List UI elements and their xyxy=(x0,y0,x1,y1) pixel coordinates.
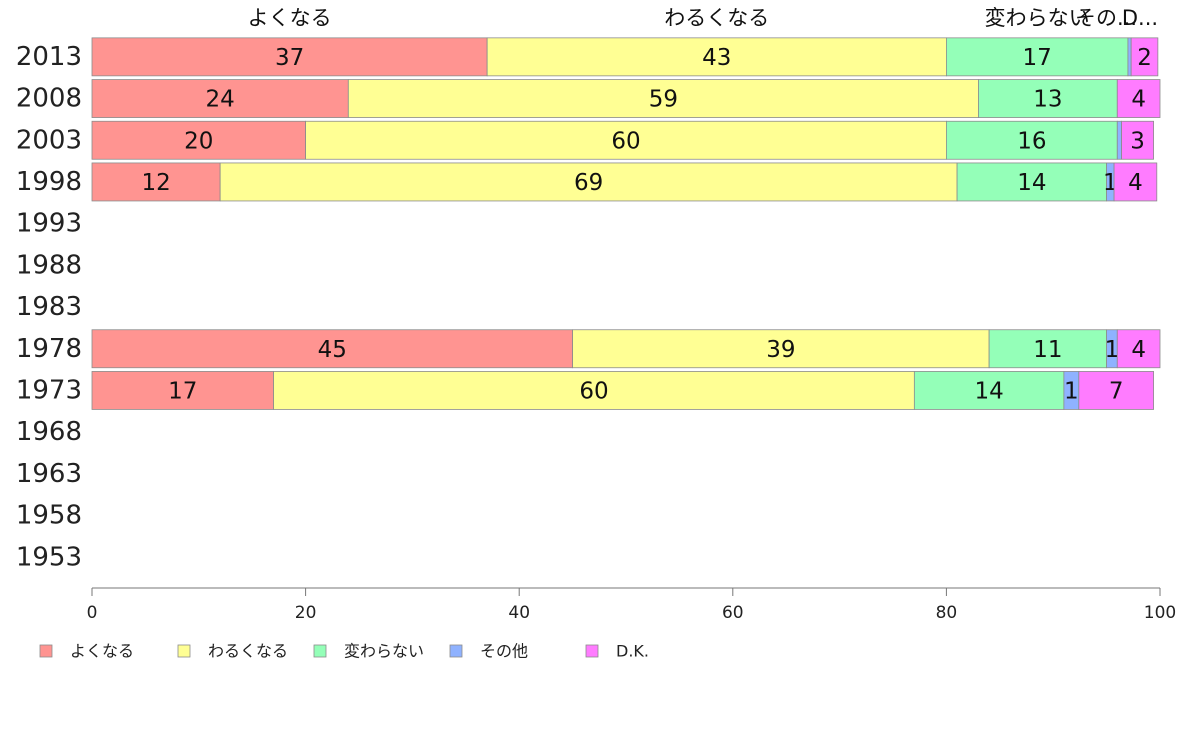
column-header-unchanged: 変わらない xyxy=(985,6,1090,30)
legend-swatch-dk xyxy=(585,644,599,658)
bar-1973-improve xyxy=(91,371,274,410)
column-header-improve: よくなる xyxy=(248,6,332,30)
value-label-2008-unchanged: 13 xyxy=(1033,87,1062,113)
value-label-1978-worsen: 39 xyxy=(766,337,795,363)
bar-1978-dk xyxy=(1116,329,1161,369)
year-label-1993: 1993 xyxy=(16,209,82,239)
value-label-2003-worsen: 60 xyxy=(611,128,640,154)
year-label-1963: 1963 xyxy=(16,459,82,489)
bar-2013-worsen xyxy=(486,37,947,77)
bar-1998-worsen xyxy=(219,162,958,202)
value-label-2008-worsen: 59 xyxy=(649,87,678,113)
bar-2008-worsen xyxy=(347,79,979,118)
bar-2008-dk xyxy=(1116,79,1161,118)
value-label-1973-improve: 17 xyxy=(168,378,197,404)
year-label-1983: 1983 xyxy=(16,292,82,322)
bar-2003-unchanged xyxy=(946,120,1118,160)
bar-1973-dk xyxy=(1078,371,1154,410)
value-label-2013-unchanged: 17 xyxy=(1023,45,1052,71)
x-tick-label-20: 20 xyxy=(295,603,317,623)
x-axis: 0 20 40 60 80 100 xyxy=(87,587,1176,623)
year-label-1953: 1953 xyxy=(16,542,82,572)
column-headers: よくなる わるくなる 変わらないその...D... xyxy=(248,6,1159,30)
year-label-1988: 1988 xyxy=(16,250,82,280)
x-tick-label-100: 100 xyxy=(1144,603,1176,623)
legend-swatch-unchanged xyxy=(313,644,327,658)
year-label-1968: 1968 xyxy=(16,417,82,447)
legend-label-dk: D.K. xyxy=(616,642,649,661)
year-labels: 2013 2008 2003 1998 1993 1988 1983 1978 1973 1968… xyxy=(16,42,82,572)
bar-1973-worsen xyxy=(273,371,915,410)
x-tick-label-80: 80 xyxy=(936,603,958,623)
value-label-2008-dk: 4 xyxy=(1131,87,1146,113)
bar-2013-improve xyxy=(91,37,488,77)
legend-swatch-worsen xyxy=(177,644,191,658)
value-label-1973-worsen: 60 xyxy=(579,378,608,404)
value-label-1978-other: 1 xyxy=(1105,337,1120,363)
year-label-1978: 1978 xyxy=(16,334,82,364)
bar-1998-unchanged xyxy=(956,162,1108,202)
value-label-1978-unchanged: 11 xyxy=(1033,337,1062,363)
value-label-2003-unchanged: 16 xyxy=(1017,128,1046,154)
column-header-worsen: わるくなる xyxy=(664,6,769,30)
value-label-1998-improve: 12 xyxy=(141,170,170,196)
value-label-2013-improve: 37 xyxy=(275,45,304,71)
bar-1978-improve xyxy=(91,329,574,369)
legend-label-other: その他 xyxy=(480,642,528,661)
legend-label-worsen: わるくなる xyxy=(208,642,288,661)
value-label-1998-worsen: 69 xyxy=(574,170,603,196)
bar-2003-other xyxy=(1116,120,1122,160)
year-label-2013: 2013 xyxy=(16,42,82,72)
value-label-1973-dk: 7 xyxy=(1109,378,1124,404)
bar-2013-dk xyxy=(1130,37,1159,77)
x-tick-label-60: 60 xyxy=(722,603,744,623)
bar-2003-worsen xyxy=(305,120,947,160)
bar-2013-other xyxy=(1127,37,1132,77)
bar-2003-improve xyxy=(91,120,307,160)
value-label-1998-unchanged: 14 xyxy=(1017,170,1046,196)
value-label-1973-unchanged: 14 xyxy=(974,378,1003,404)
year-label-2003: 2003 xyxy=(16,125,82,155)
legend-label-unchanged: 変わらない xyxy=(344,642,424,661)
year-label-1998: 1998 xyxy=(16,167,82,197)
year-label-1958: 1958 xyxy=(16,501,82,531)
legend-swatch-improve xyxy=(39,644,53,658)
value-label-2003-dk: 3 xyxy=(1130,128,1145,154)
bars-area: 37 43 17 224 59 13 420 60 16 312 69 14 1 445 39 11 1 417 6… xyxy=(91,37,1161,410)
bar-1998-dk xyxy=(1113,162,1158,202)
bar-2008-unchanged xyxy=(978,79,1118,118)
column-header-dk: D... xyxy=(1122,6,1158,30)
x-tick-label-0: 0 xyxy=(87,603,98,623)
legend-swatch-other xyxy=(449,644,463,658)
column-header-other: その... xyxy=(1075,6,1137,30)
value-label-1973-other: 1 xyxy=(1064,378,1079,404)
value-label-1978-improve: 45 xyxy=(318,337,347,363)
value-label-2013-dk: 2 xyxy=(1137,45,1152,71)
value-label-1978-dk: 4 xyxy=(1131,337,1146,363)
legend-label-improve: よくなる xyxy=(70,642,134,661)
x-tick-label-40: 40 xyxy=(508,603,530,623)
bar-1978-unchanged xyxy=(988,329,1107,369)
year-label-2008: 2008 xyxy=(16,84,82,114)
value-label-1998-dk: 4 xyxy=(1128,170,1143,196)
legend: よくなる わるくなる 変わらない その他 D.K. xyxy=(39,642,649,661)
bar-1973-unchanged xyxy=(913,371,1065,410)
bar-2013-unchanged xyxy=(946,37,1129,77)
bar-1998-improve xyxy=(91,162,221,202)
value-label-2013-worsen: 43 xyxy=(702,45,731,71)
value-label-2008-improve: 24 xyxy=(206,87,235,113)
bar-2008-improve xyxy=(91,79,349,118)
bar-2003-dk xyxy=(1121,120,1154,160)
year-label-1973: 1973 xyxy=(16,375,82,405)
value-label-2003-improve: 20 xyxy=(184,128,213,154)
